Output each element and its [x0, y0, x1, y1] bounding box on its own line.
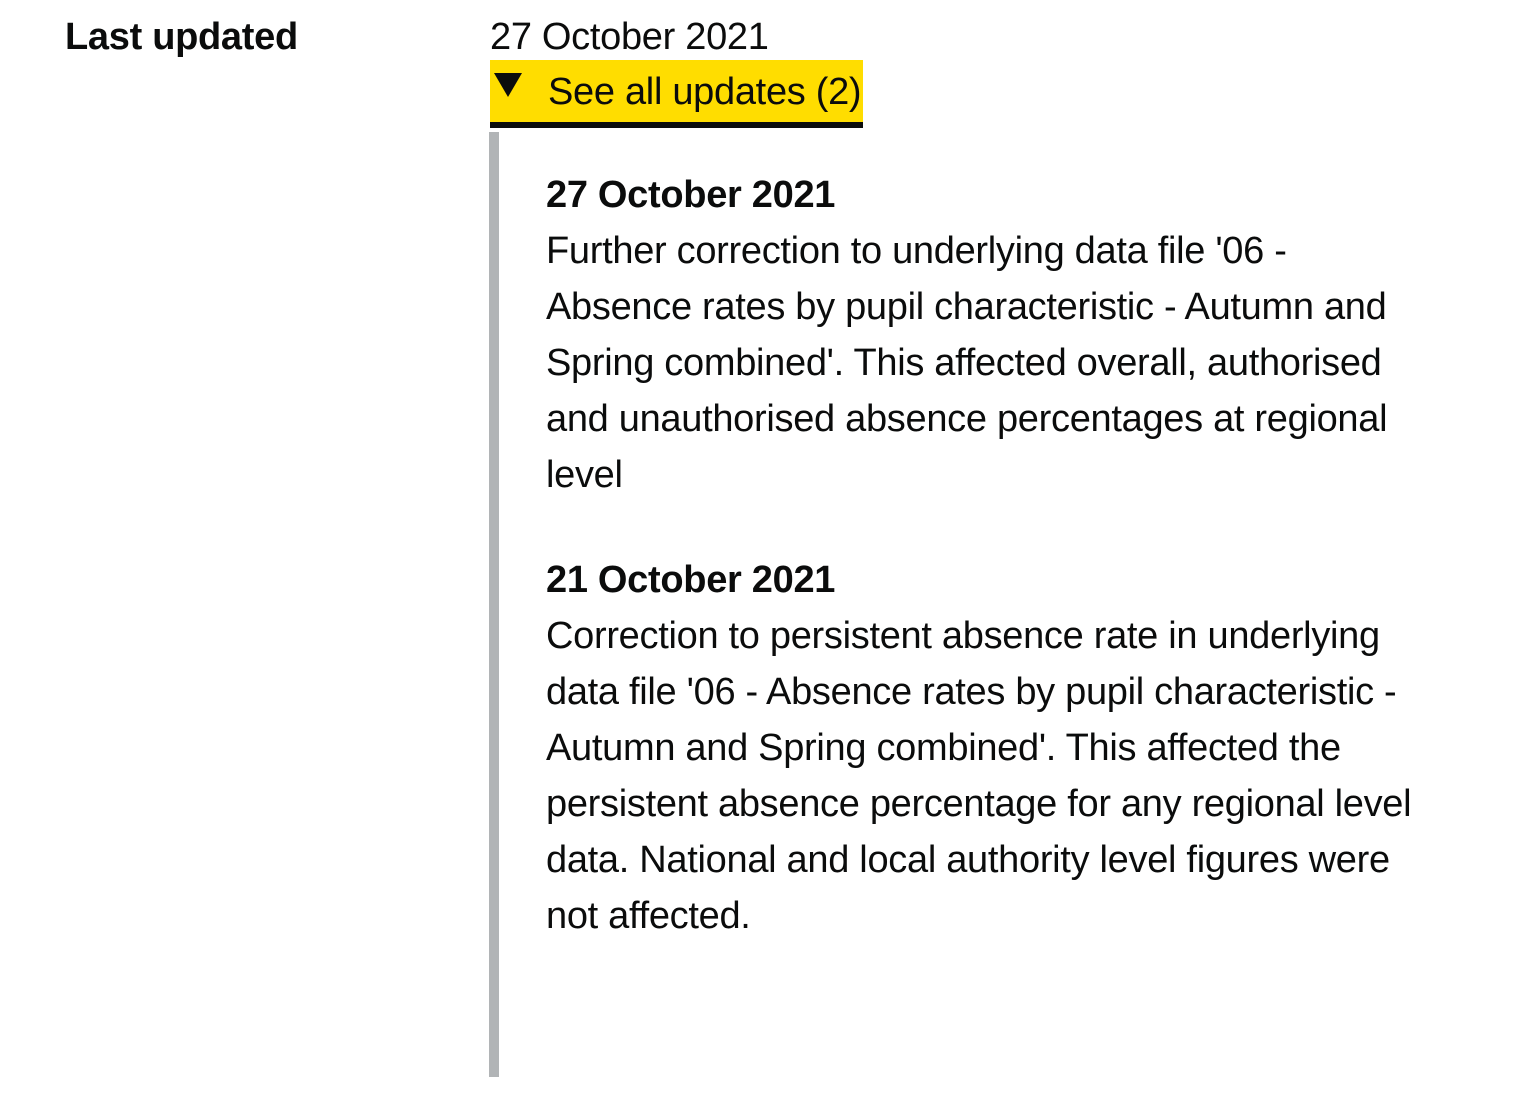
- triangle-down-icon: [494, 73, 522, 97]
- last-updated-value: 27 October 2021 See all updates (2): [490, 12, 1450, 122]
- see-all-updates-label: See all updates (2): [548, 70, 862, 113]
- last-updated-date: 27 October 2021: [490, 16, 769, 58]
- last-updated-label: Last updated: [65, 16, 298, 58]
- see-all-updates-toggle[interactable]: See all updates (2): [490, 62, 864, 122]
- update-item: 27 October 2021 Further correction to un…: [546, 132, 1426, 503]
- updates-panel: 27 October 2021 Further correction to un…: [489, 132, 1449, 1077]
- update-item: 21 October 2021 Correction to persistent…: [546, 503, 1426, 944]
- update-date: 21 October 2021: [546, 559, 836, 601]
- update-date: 27 October 2021: [546, 174, 836, 216]
- update-description: Further correction to underlying data fi…: [546, 230, 1388, 496]
- update-description: Correction to persistent absence rate in…: [546, 615, 1412, 937]
